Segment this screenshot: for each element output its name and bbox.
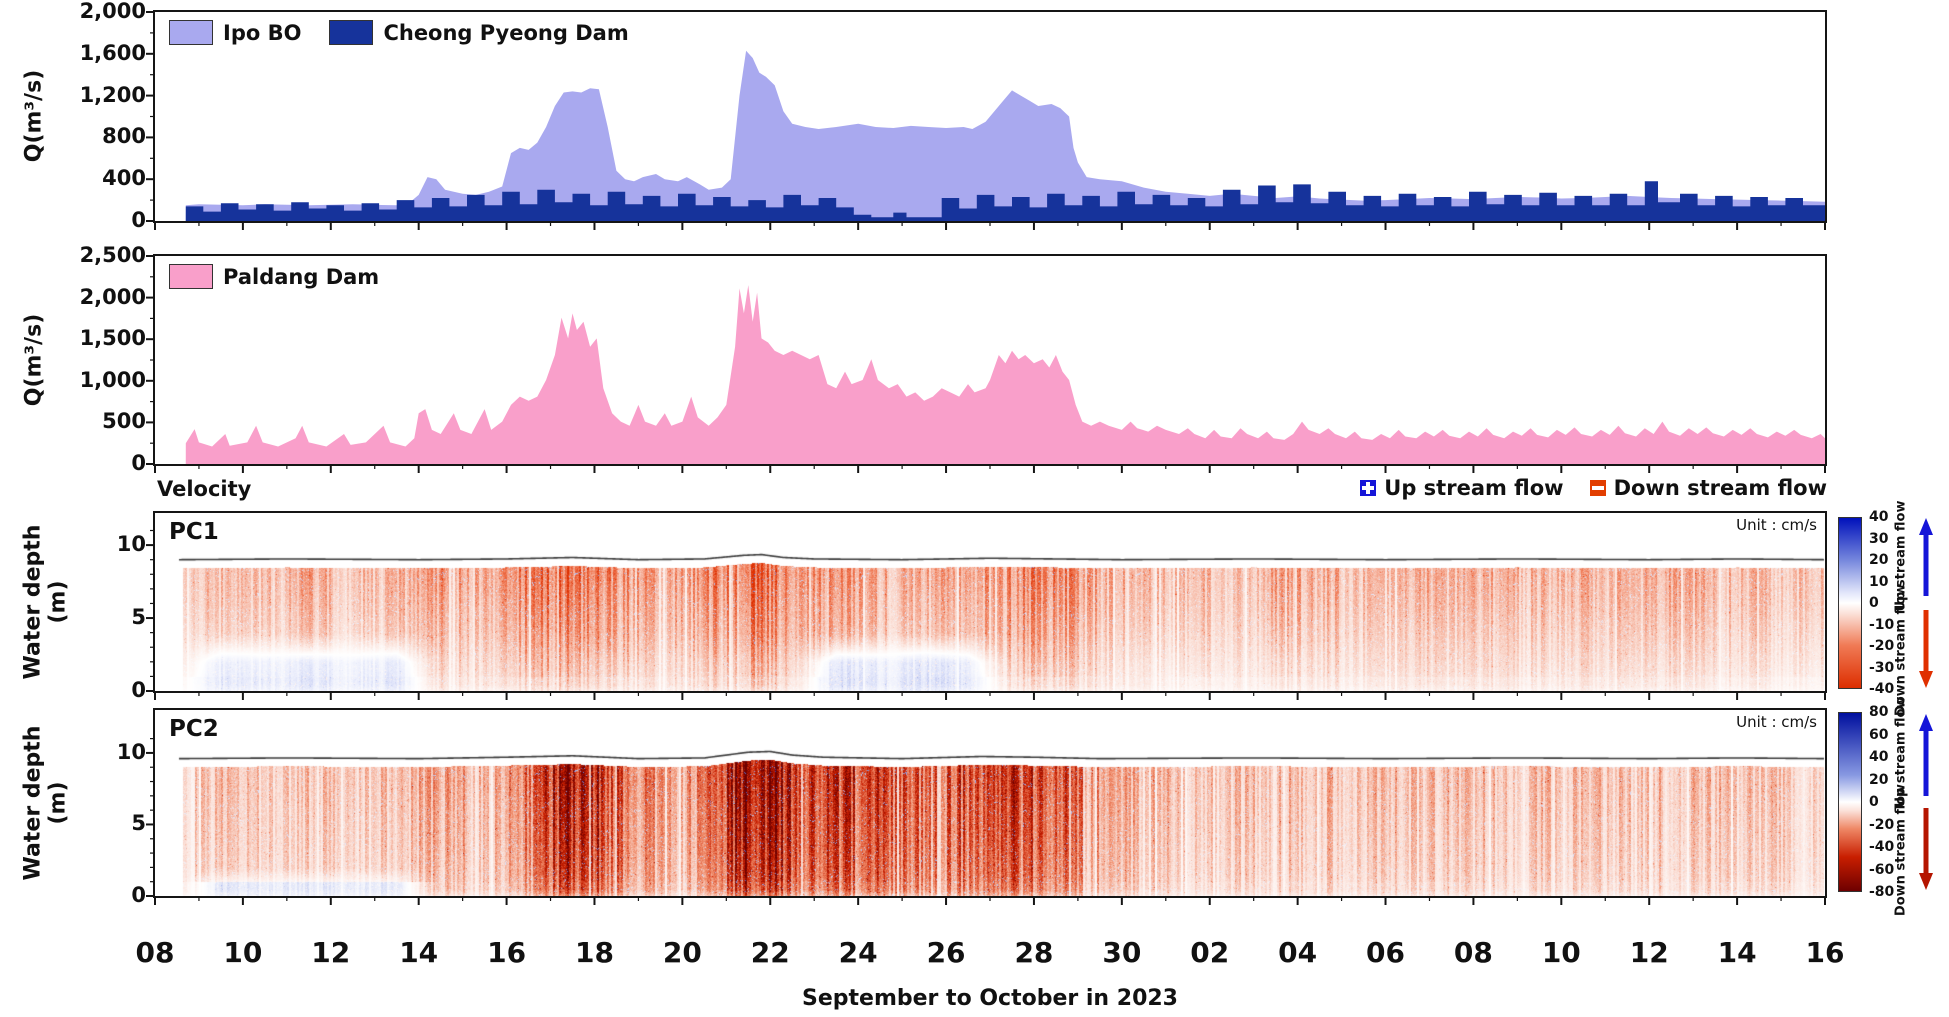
x-axis-day-label: 08: [1453, 936, 1493, 969]
depth-tick-label: 5: [131, 605, 146, 630]
pc2-down-arrow: [1919, 808, 1933, 890]
y-tick-label: 2,000: [79, 0, 146, 23]
colorbar-tick-label: 20: [1869, 771, 1889, 788]
paldang-legend-label: Paldang Dam: [223, 264, 380, 289]
pc1-unit-label: Unit : cm/s: [1736, 516, 1817, 534]
colorbar-tick-label: 30: [1869, 530, 1889, 547]
colorbar-tick-label: 40: [1869, 749, 1889, 765]
y-tick-label: 500: [102, 409, 146, 434]
x-axis-day-label: 12: [311, 936, 351, 969]
x-axis-day-label: 22: [750, 936, 790, 969]
colorbar-tick-label: 60: [1869, 726, 1889, 743]
y-tick-label: 0: [131, 451, 146, 475]
x-axis-day-label: 10: [1541, 936, 1581, 969]
depth-tick-label: 5: [131, 811, 146, 836]
x-axis-day-label: 18: [574, 936, 614, 969]
discharge-lower-panel: Paldang Dam: [146, 254, 1827, 473]
depth-tick-label: 10: [116, 739, 146, 764]
cheong-pyeong-dam-area: [185, 181, 1825, 221]
colorbar-tick-label: 0: [1869, 794, 1879, 810]
depth-tick-label: 10: [116, 532, 146, 557]
y-tick-label: 400: [102, 166, 146, 191]
x-axis-day-label: 06: [1366, 936, 1405, 969]
colorbar-tick-label: 10: [1869, 573, 1889, 590]
y-tick-label: 1,000: [79, 367, 146, 392]
discharge-upper-chart: [146, 11, 1826, 230]
x-axis-day-label: 16: [487, 936, 527, 969]
discharge-upper-ylabel: Q(m³/s): [21, 69, 47, 163]
colorbar-tick-label: -60: [1869, 861, 1895, 878]
depth-tick-label: 0: [131, 883, 146, 907]
colorbar-tick-label: -80: [1869, 884, 1895, 900]
discharge-lower-chart: [146, 255, 1826, 473]
colorbar-tick-label: -40: [1869, 681, 1895, 697]
y-tick-label: 1,200: [79, 82, 146, 107]
pc1-label: PC1: [169, 519, 219, 545]
depth-tick-label: 0: [131, 678, 146, 702]
pc2-colorbar: [1838, 712, 1862, 892]
y-tick-label: 0: [131, 208, 146, 232]
x-axis-day-label: 14: [1717, 936, 1757, 969]
x-axis-day-label: 08: [135, 936, 175, 969]
pc1-axis-ticks: [146, 529, 1826, 700]
pc2-axis-ticks: [146, 738, 1826, 905]
y-tick-label: 2,000: [79, 284, 146, 309]
colorbar-tick-label: 0: [1869, 595, 1879, 611]
down-stream-flow-icon: [1589, 480, 1606, 496]
cheong-swatch: [329, 20, 374, 45]
pc2-up-arrow: [1919, 714, 1933, 796]
x-axis-day-label: 04: [1278, 936, 1318, 969]
cheong-legend-label: Cheong Pyeong Dam: [383, 20, 629, 45]
pc1-down-arrow: [1919, 610, 1933, 688]
velocity-section-title: Velocity: [157, 477, 252, 501]
colorbar-tick-label: 80: [1869, 704, 1889, 720]
down-stream-flow-label: Down stream flow: [1613, 476, 1827, 500]
colorbar-tick-label: -20: [1869, 816, 1895, 833]
ipo-swatch: [169, 20, 213, 45]
pc2-unit-label: Unit : cm/s: [1736, 713, 1817, 731]
colorbar-tick-label: -10: [1869, 616, 1895, 633]
ipo-bo-area: [185, 50, 1825, 222]
colorbar-tick-label: -30: [1869, 659, 1895, 676]
x-axis-day-label: 10: [223, 936, 263, 969]
y-tick-label: 2,500: [79, 243, 146, 267]
y-tick-label: 800: [102, 124, 146, 149]
up-stream-flow-icon: [1360, 480, 1377, 496]
pc1-up-arrow: [1919, 518, 1933, 596]
discharge-upper-legend: Ipo BO Cheong Pyeong Dam: [169, 20, 647, 45]
colorbar-tick-label: 40: [1869, 509, 1889, 525]
discharge-upper-panel: Ipo BO Cheong Pyeong Dam: [146, 10, 1827, 230]
y-tick-label: 1,600: [79, 40, 146, 65]
x-axis-day-label: 28: [1014, 936, 1054, 969]
pc1-velocity-panel: PC1 Unit : cm/s: [146, 511, 1827, 700]
x-axis-day-label: 26: [926, 936, 966, 969]
pc2-heatmap: [155, 710, 1825, 896]
x-axis-caption: September to October in 2023: [802, 986, 1178, 1011]
ipo-legend-label: Ipo BO: [223, 20, 302, 45]
x-axis-day-label: 16: [1805, 936, 1845, 969]
discharge-lower-legend: Paldang Dam: [169, 264, 397, 289]
pc2-velocity-panel: PC2 Unit : cm/s: [146, 708, 1827, 905]
pc1-colorbar: [1838, 517, 1862, 689]
x-axis-day-label: 14: [399, 936, 439, 969]
x-axis-day-label: 24: [838, 936, 878, 969]
y-tick-label: 1,500: [79, 326, 146, 351]
pc1-heatmap: [155, 513, 1825, 691]
x-axis-day-label: 12: [1629, 936, 1669, 969]
velocity-flow-legend: Up stream flow Down stream flow: [1360, 476, 1827, 500]
x-axis-day-label: 02: [1190, 936, 1230, 969]
colorbar-tick-label: -20: [1869, 638, 1895, 654]
paldang-swatch: [169, 264, 213, 289]
x-axis-day-label: 30: [1102, 936, 1142, 969]
colorbar-tick-label: -40: [1869, 839, 1895, 855]
pc2-label: PC2: [169, 716, 219, 742]
colorbar-tick-label: 20: [1869, 552, 1889, 568]
discharge-lower-ylabel: Q(m³/s): [21, 313, 47, 407]
x-axis-day-label: 20: [662, 936, 702, 969]
paldang-dam-area: [185, 285, 1825, 464]
up-stream-flow-label: Up stream flow: [1384, 476, 1564, 500]
